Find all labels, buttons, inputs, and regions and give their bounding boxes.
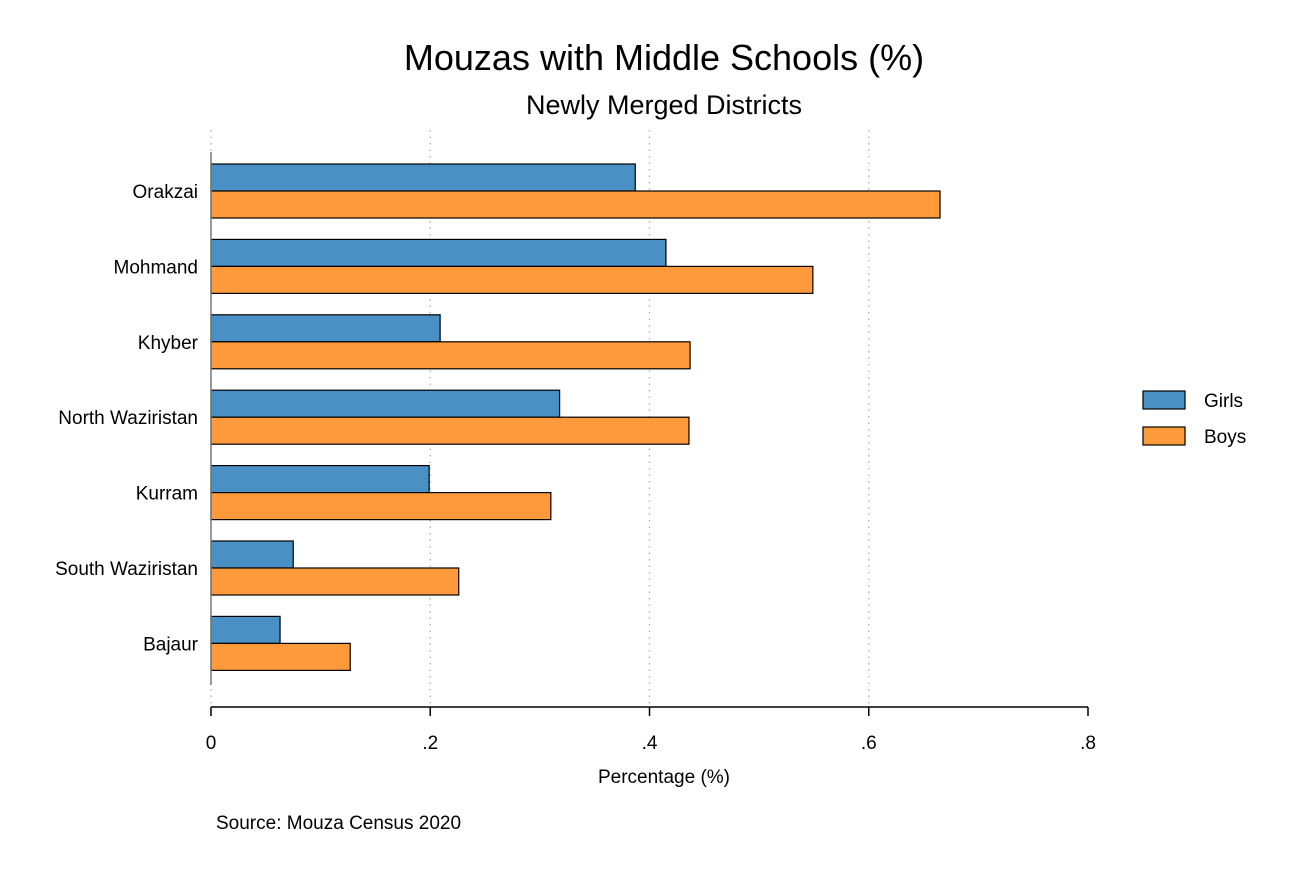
category-label: South Waziristan (55, 559, 198, 580)
bar-boys-orakzai (210, 190, 941, 219)
legend-swatch-boys (1142, 426, 1186, 446)
bar-boys-south-waziristan (210, 567, 460, 596)
bar-boys-khyber (210, 341, 691, 370)
bar-boys-mohmand (210, 265, 814, 294)
bar-girls-kurram (210, 465, 430, 494)
x-tick-label: .2 (422, 733, 438, 754)
source-note: Source: Mouza Census 2020 (216, 813, 461, 834)
category-label: Mohmand (114, 257, 199, 278)
legend-label-girls: Girls (1204, 391, 1243, 412)
bar-girls-bajaur (210, 615, 281, 645)
category-label: Kurram (136, 484, 198, 505)
category-label: North Waziristan (58, 408, 198, 429)
category-label: Bajaur (143, 634, 199, 655)
x-ticks: 0 .2 .4 .6 .8 (206, 707, 1096, 754)
x-axis-label: Percentage (%) (598, 767, 730, 788)
bar-boys-kurram (210, 492, 552, 521)
bar-boys-bajaur (210, 642, 351, 672)
legend: Girls Boys (1142, 390, 1246, 448)
category-label: Orakzai (133, 182, 198, 203)
x-tick-label: 0 (206, 733, 217, 754)
chart-title: Mouzas with Middle Schools (%) (404, 37, 924, 78)
legend-swatch-girls (1142, 390, 1186, 410)
bar-girls-south-waziristan (210, 540, 294, 569)
x-tick-label: .4 (642, 733, 658, 754)
bar-boys-north-waziristan (210, 416, 690, 445)
bar-girls-north-waziristan (210, 389, 561, 418)
category-label: Khyber (138, 333, 199, 354)
bar-girls-orakzai (210, 163, 636, 192)
x-tick-label: .8 (1080, 733, 1096, 754)
category-labels: Orakzai Mohmand Khyber North Waziristan Kurr… (55, 182, 199, 655)
x-tick-label: .6 (861, 733, 877, 754)
bar-girls-mohmand (210, 238, 667, 267)
bar-girls-khyber (210, 314, 441, 343)
chart-subtitle: Newly Merged Districts (526, 90, 802, 120)
legend-label-boys: Boys (1204, 427, 1246, 448)
bars (210, 163, 941, 672)
